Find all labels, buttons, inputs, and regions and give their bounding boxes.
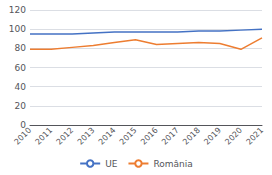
svg-text:2014: 2014 — [97, 126, 118, 147]
svg-text:2017: 2017 — [160, 126, 181, 147]
svg-text:2020: 2020 — [223, 126, 244, 147]
svg-text:UE: UE — [105, 159, 118, 169]
svg-text:2015: 2015 — [118, 126, 139, 147]
svg-text:2021: 2021 — [244, 126, 265, 147]
svg-text:80: 80 — [15, 43, 27, 53]
svg-text:40: 40 — [15, 82, 27, 92]
svg-text:România: România — [153, 159, 192, 169]
svg-text:60: 60 — [15, 63, 27, 73]
svg-text:2012: 2012 — [55, 126, 76, 147]
svg-text:2018: 2018 — [181, 126, 202, 147]
svg-text:2010: 2010 — [12, 126, 33, 147]
svg-text:0: 0 — [20, 120, 26, 130]
svg-text:2019: 2019 — [202, 126, 223, 147]
svg-text:2013: 2013 — [76, 126, 97, 147]
svg-text:2011: 2011 — [34, 126, 55, 147]
svg-text:120: 120 — [9, 5, 26, 15]
svg-text:100: 100 — [9, 24, 26, 34]
svg-text:20: 20 — [15, 101, 27, 111]
svg-text:2016: 2016 — [139, 126, 160, 147]
